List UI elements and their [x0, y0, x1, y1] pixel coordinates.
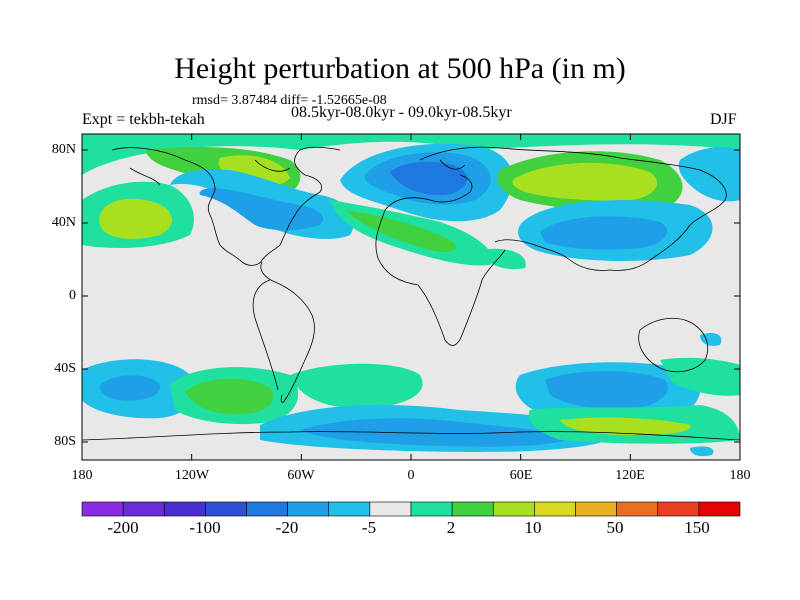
north-america-coast	[111, 146, 341, 266]
contour-band	[660, 357, 740, 396]
contour-band	[560, 417, 691, 436]
south-america-coast	[260, 261, 315, 403]
contour-band	[480, 248, 526, 270]
colorbar-label: -200	[107, 518, 139, 537]
lat-label-40s: 40S	[54, 361, 76, 376]
colorbar	[81, 501, 741, 517]
colorbar-swatch	[81, 501, 124, 517]
lon-label-120w: 120W	[174, 468, 210, 483]
coastlines	[82, 146, 740, 441]
experiment-label: Expt = tekbh-tekah	[82, 111, 205, 128]
longitude-ticks	[81, 134, 741, 460]
plot-title: Height perturbation at 500 hPa (in m)	[174, 52, 626, 85]
africa-coast	[375, 209, 506, 346]
contour-band	[390, 161, 468, 196]
colorbar-swatch	[492, 501, 535, 517]
colorbar-swatch	[163, 501, 206, 517]
contour-band	[540, 216, 668, 250]
colorbar-swatch	[410, 501, 453, 517]
colorbar-swatch	[575, 501, 617, 517]
arctic-islands	[129, 159, 466, 186]
contour-band	[82, 134, 740, 175]
contour-band	[545, 371, 669, 410]
lon-label-180w: 180	[71, 468, 93, 483]
colorbar-swatch	[698, 501, 741, 517]
colorbar-label: 50	[606, 518, 624, 537]
europe-coast	[384, 174, 473, 211]
colorbar-swatch	[657, 501, 700, 517]
colorbar-swatch	[534, 501, 576, 517]
colorbar-swatch	[122, 501, 165, 517]
lon-label-0: 0	[407, 468, 415, 483]
contour-band	[99, 375, 161, 401]
contour-band	[300, 418, 570, 447]
lat-label-80s: 80S	[54, 434, 76, 449]
south-america-west-coast	[252, 279, 279, 391]
lat-label-0: 0	[69, 288, 76, 303]
colorbar-swatch	[328, 501, 371, 517]
colorbar-label: 10	[524, 518, 542, 537]
lon-label-120e: 120E	[615, 468, 645, 483]
lon-label-60w: 60W	[287, 468, 315, 483]
colorbar-label: 2	[446, 518, 456, 537]
colorbar-label: -5	[361, 518, 377, 537]
contour-band	[690, 446, 714, 457]
australia-coast	[638, 317, 709, 373]
contour-band	[99, 198, 172, 239]
contour-band	[345, 210, 457, 252]
colorbar-label: -100	[189, 518, 221, 537]
lon-label-180e: 180	[729, 468, 751, 483]
colorbar-swatch	[246, 501, 288, 517]
colorbar-swatch	[451, 501, 494, 517]
period-label: 08.5kyr-08.0kyr - 09.0kyr-08.5kyr	[291, 104, 512, 121]
colorbar-label: -20	[275, 518, 299, 537]
colorbar-swatch	[205, 501, 247, 517]
lat-label-40n: 40N	[51, 215, 76, 230]
antarctica-coast	[82, 431, 740, 441]
lat-label-80n: 80N	[51, 142, 76, 157]
colorbar-label: 150	[684, 518, 710, 537]
contour-band	[185, 378, 274, 415]
stats-text: rmsd= 3.87484 diff= -1.52665e-08	[192, 93, 387, 108]
asia-coast	[419, 146, 727, 271]
colorbar-swatch	[287, 501, 330, 517]
contour-band	[700, 333, 722, 346]
season-label: DJF	[710, 111, 737, 128]
latitude-ticks	[82, 149, 740, 443]
colorbar-swatch	[369, 501, 412, 517]
lon-label-60e: 60E	[509, 468, 533, 483]
colorbar-swatch	[616, 501, 659, 517]
contour-band	[290, 363, 423, 409]
contour-fields	[82, 134, 740, 460]
contour-band	[512, 162, 658, 201]
